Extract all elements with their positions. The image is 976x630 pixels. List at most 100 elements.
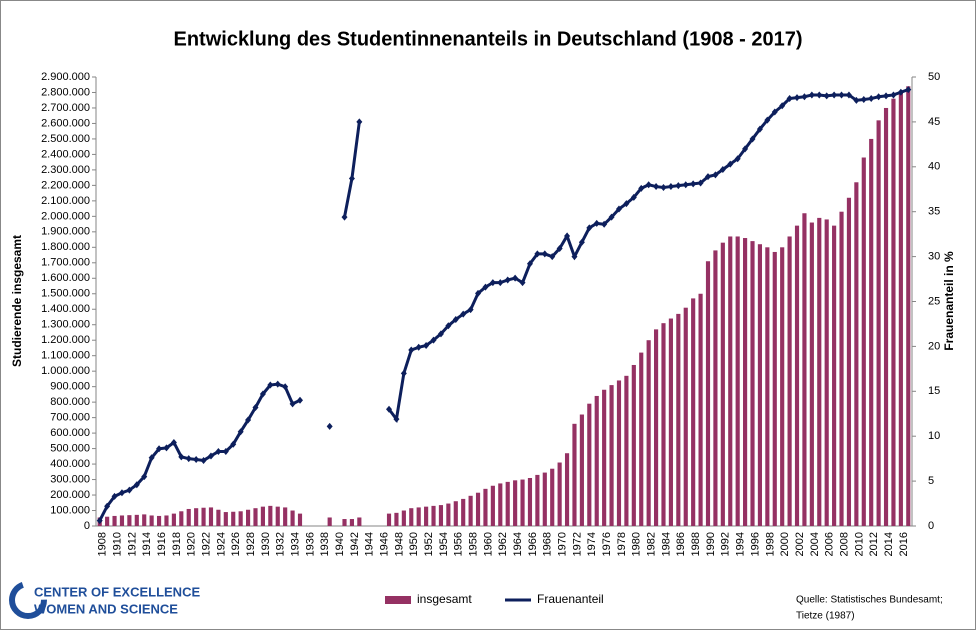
x-tick-label: 1988 — [690, 532, 702, 556]
bar — [639, 352, 644, 526]
line-marker — [883, 92, 890, 100]
y-tick-label: 1.300.000 — [41, 319, 90, 331]
x-tick-label: 1920 — [186, 532, 198, 556]
y2-tick-label: 45 — [928, 116, 940, 128]
y-tick-label: 1.800.000 — [41, 241, 90, 253]
x-tick-label: 1966 — [527, 532, 539, 556]
line-marker — [400, 369, 407, 377]
x-tick-label: 1980 — [631, 532, 643, 556]
legend-label: Frauenanteil — [537, 592, 604, 606]
line-marker — [200, 456, 207, 464]
bar — [127, 515, 132, 526]
x-tick-label: 2004 — [809, 532, 821, 556]
line-marker — [645, 181, 652, 189]
line-marker — [96, 517, 103, 525]
bar — [461, 498, 466, 526]
x-tick-label: 1992 — [720, 532, 732, 556]
line-marker — [749, 135, 756, 143]
x-tick-label: 1922 — [200, 532, 212, 556]
y-tick-label: 800.000 — [50, 396, 90, 408]
line-marker — [845, 91, 852, 99]
bar — [179, 511, 184, 526]
y-tick-label: 700.000 — [50, 412, 90, 424]
x-tick-label: 2016 — [898, 532, 910, 556]
bar — [349, 519, 355, 526]
x-tick-label: 1958 — [468, 532, 480, 556]
y-tick-label: 1.200.000 — [41, 334, 90, 346]
x-tick-label: 2012 — [868, 532, 880, 556]
line-marker — [178, 453, 185, 461]
line-marker — [222, 447, 229, 455]
bar — [475, 492, 481, 526]
bar — [416, 507, 421, 526]
x-tick-label: 1934 — [289, 532, 301, 556]
logo-icon — [9, 581, 47, 619]
y2-tick-label: 35 — [928, 206, 940, 218]
x-tick-label: 1970 — [557, 532, 569, 556]
line-marker — [771, 108, 778, 116]
bar — [431, 505, 436, 526]
x-tick-label: 1994 — [735, 532, 747, 556]
bar — [535, 474, 540, 526]
line-marker — [890, 91, 897, 99]
bar — [342, 519, 347, 526]
bar — [824, 219, 829, 526]
bar — [750, 241, 755, 526]
line-marker — [452, 315, 459, 323]
line-marker — [415, 343, 422, 351]
bar — [839, 211, 844, 526]
bar — [260, 506, 265, 526]
line-marker — [215, 447, 222, 455]
x-tick-label: 2010 — [853, 532, 865, 556]
line-marker — [341, 213, 348, 221]
line-marker — [779, 102, 786, 110]
bar — [438, 505, 444, 526]
line-marker — [237, 428, 244, 436]
bar — [505, 481, 510, 526]
y-tick-label: 500.000 — [50, 442, 90, 454]
line-marker — [756, 125, 763, 133]
line-marker — [163, 444, 170, 452]
bar — [869, 138, 874, 526]
bar — [624, 375, 629, 526]
y-tick-label: 2.100.000 — [41, 195, 90, 207]
bar — [105, 516, 110, 526]
x-tick-label: 2008 — [838, 532, 850, 556]
bar — [275, 506, 280, 526]
line-marker — [519, 279, 526, 287]
line-marker — [423, 342, 430, 350]
line-marker — [556, 245, 563, 253]
x-tick-label: 1950 — [408, 532, 420, 556]
x-tick-label: 1972 — [571, 532, 583, 556]
bar — [253, 508, 258, 526]
line-marker — [156, 445, 163, 453]
line-marker — [504, 276, 511, 284]
line-marker — [111, 492, 118, 500]
bar — [164, 515, 169, 526]
x-tick-label: 1942 — [349, 532, 361, 556]
bar — [557, 462, 562, 526]
bar — [564, 453, 570, 526]
line-marker — [148, 454, 155, 462]
line-marker — [630, 193, 637, 201]
bar — [231, 511, 236, 526]
bar — [846, 197, 852, 527]
y2-axis-label: Frauenanteil in % — [942, 251, 956, 351]
bar — [112, 515, 117, 526]
line-marker — [408, 346, 415, 354]
line-marker — [437, 330, 444, 338]
line-marker — [393, 415, 400, 423]
x-tick-label: 2006 — [824, 532, 836, 556]
x-tick-label: 1936 — [304, 532, 316, 556]
line-marker — [104, 502, 111, 510]
line-marker — [578, 238, 585, 246]
x-tick-label: 1908 — [97, 532, 109, 556]
line-marker — [823, 92, 830, 100]
bar — [713, 250, 718, 526]
line-marker — [326, 422, 333, 430]
line-marker — [193, 456, 200, 464]
x-tick-label: 1998 — [764, 532, 776, 556]
bar — [142, 514, 147, 526]
bar — [609, 385, 614, 526]
bar — [357, 517, 362, 526]
